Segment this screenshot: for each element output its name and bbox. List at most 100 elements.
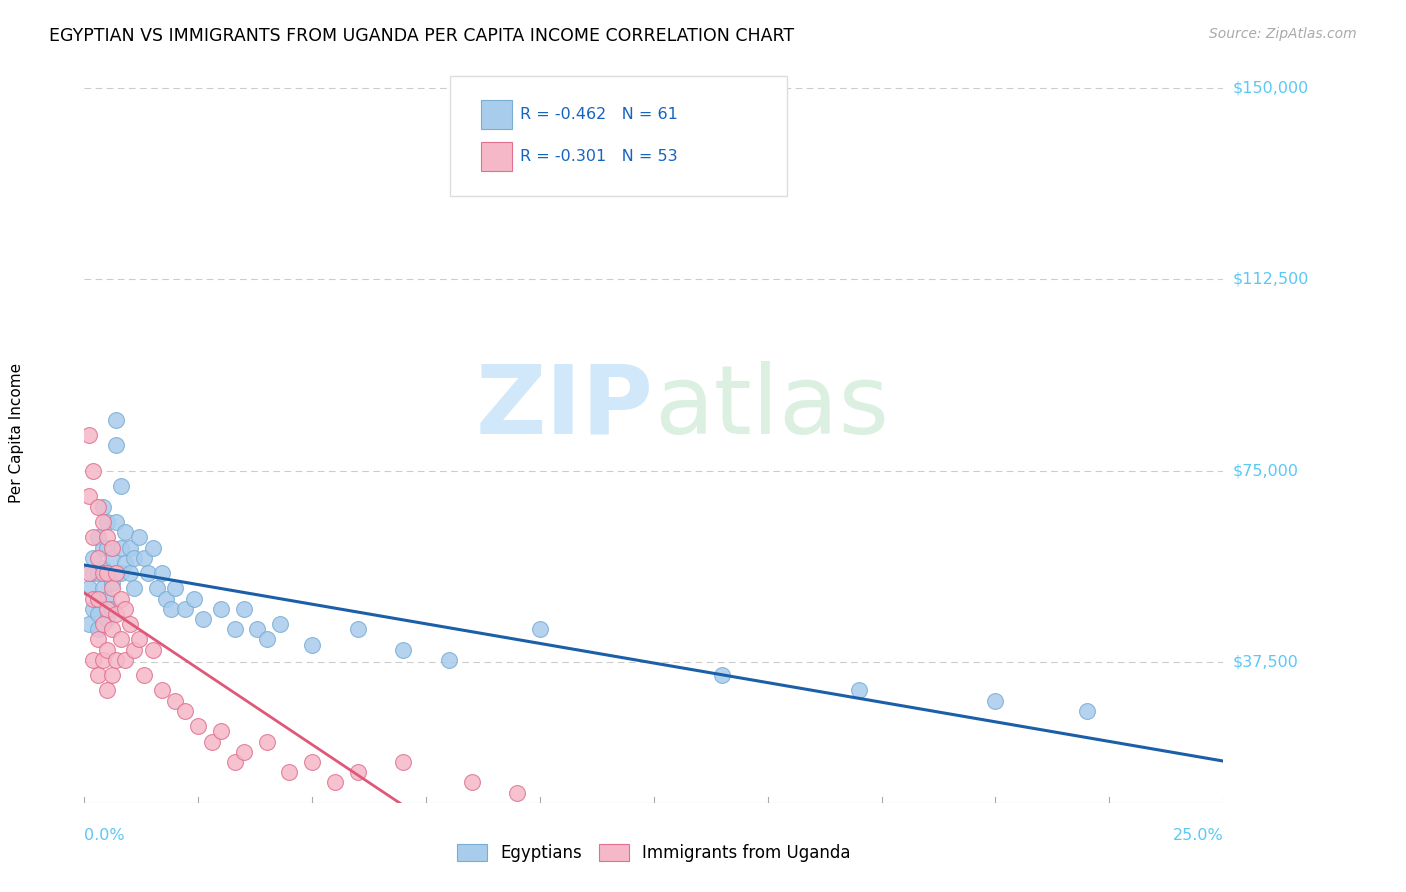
Point — [136, 566, 159, 580]
Point — [146, 582, 169, 596]
Point — [173, 704, 195, 718]
Point — [209, 724, 232, 739]
Point — [232, 601, 254, 615]
Point — [87, 500, 110, 514]
Point — [183, 591, 205, 606]
Text: $37,500: $37,500 — [1232, 655, 1298, 670]
Point — [87, 566, 110, 580]
Text: 0.0%: 0.0% — [84, 829, 125, 843]
Point — [114, 601, 136, 615]
Point — [142, 541, 165, 555]
Point — [100, 541, 122, 555]
Point — [128, 530, 150, 544]
Point — [96, 515, 118, 529]
Point — [246, 622, 269, 636]
Point — [191, 612, 214, 626]
Point — [506, 786, 529, 800]
Point — [711, 668, 734, 682]
Point — [77, 582, 100, 596]
Point — [269, 617, 291, 632]
Point — [87, 632, 110, 647]
Text: $75,000: $75,000 — [1232, 464, 1298, 478]
Point — [110, 541, 132, 555]
Point — [96, 530, 118, 544]
Text: atlas: atlas — [654, 360, 889, 454]
Point — [392, 755, 415, 769]
Point — [105, 653, 128, 667]
Point — [77, 490, 100, 504]
Point — [278, 765, 301, 780]
Text: $150,000: $150,000 — [1232, 80, 1309, 95]
Point — [91, 515, 114, 529]
Text: R = -0.462   N = 61: R = -0.462 N = 61 — [520, 107, 678, 121]
Point — [209, 601, 232, 615]
Point — [87, 607, 110, 621]
Point — [91, 561, 114, 575]
Point — [87, 591, 110, 606]
Text: EGYPTIAN VS IMMIGRANTS FROM UGANDA PER CAPITA INCOME CORRELATION CHART: EGYPTIAN VS IMMIGRANTS FROM UGANDA PER C… — [49, 27, 794, 45]
Point — [91, 500, 114, 514]
Point — [114, 525, 136, 540]
Point — [301, 638, 323, 652]
Point — [201, 734, 224, 748]
Point — [165, 694, 187, 708]
Point — [132, 550, 155, 565]
Point — [848, 683, 870, 698]
Point — [110, 632, 132, 647]
Point — [87, 530, 110, 544]
Point — [232, 745, 254, 759]
Point — [82, 591, 104, 606]
Point — [96, 642, 118, 657]
Point — [82, 566, 104, 580]
Point — [110, 591, 132, 606]
Text: Per Capita Income: Per Capita Income — [8, 362, 24, 503]
Point — [1076, 704, 1098, 718]
Point — [124, 550, 146, 565]
Point — [150, 683, 173, 698]
Point — [105, 607, 128, 621]
Point — [256, 632, 278, 647]
Text: Source: ZipAtlas.com: Source: ZipAtlas.com — [1209, 27, 1357, 41]
Point — [173, 601, 195, 615]
Point — [91, 653, 114, 667]
Point — [437, 653, 460, 667]
Point — [187, 719, 209, 733]
Point — [105, 515, 128, 529]
Point — [118, 617, 141, 632]
Point — [114, 653, 136, 667]
Text: 25.0%: 25.0% — [1173, 829, 1223, 843]
Point — [301, 755, 323, 769]
Point — [77, 428, 100, 442]
Text: $112,500: $112,500 — [1232, 272, 1309, 287]
Point — [91, 566, 114, 580]
Point — [96, 612, 118, 626]
Point — [82, 530, 104, 544]
Point — [96, 566, 118, 580]
Point — [160, 601, 183, 615]
Point — [346, 765, 368, 780]
Point — [91, 541, 114, 555]
Point — [100, 622, 122, 636]
Point — [100, 668, 122, 682]
Point — [100, 550, 122, 565]
Point — [100, 601, 122, 615]
Point — [96, 541, 118, 555]
Point — [114, 556, 136, 570]
Point — [132, 668, 155, 682]
Point — [224, 622, 246, 636]
Point — [77, 617, 100, 632]
Text: R = -0.301   N = 53: R = -0.301 N = 53 — [520, 149, 678, 163]
Point — [392, 642, 415, 657]
Point — [91, 617, 114, 632]
Point — [142, 642, 165, 657]
Text: ZIP: ZIP — [475, 360, 654, 454]
Point — [460, 775, 482, 789]
Point — [82, 550, 104, 565]
Point — [118, 566, 141, 580]
Point — [110, 479, 132, 493]
Point — [346, 622, 368, 636]
Legend: Egyptians, Immigrants from Uganda: Egyptians, Immigrants from Uganda — [450, 837, 858, 869]
Point — [82, 601, 104, 615]
Point — [96, 683, 118, 698]
Point — [105, 438, 128, 452]
